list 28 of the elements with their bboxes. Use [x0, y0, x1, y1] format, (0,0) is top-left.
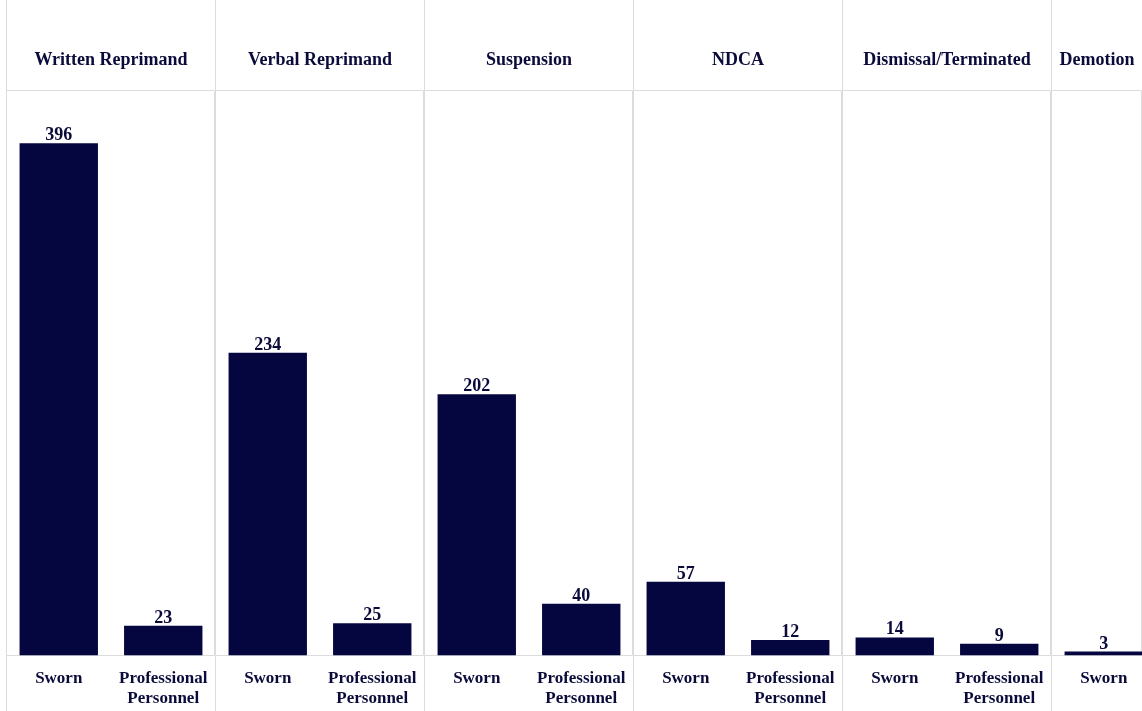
x-tick-label: Sworn: [871, 667, 919, 687]
x-tick-label: Sworn: [1080, 667, 1128, 687]
data-label: 14: [885, 618, 904, 639]
x-tick-label: Professional Personnel: [119, 667, 208, 708]
chart-title: NDCA: [712, 48, 764, 69]
data-label: 202: [463, 375, 491, 396]
chart-title: Verbal Reprimand: [248, 48, 392, 69]
x-tick-label: Professional Personnel: [746, 667, 835, 708]
data-label: 396: [45, 124, 73, 145]
x-tick-label: Sworn: [244, 667, 292, 687]
data-label: 57: [676, 562, 695, 583]
data-label: 3: [1099, 632, 1109, 653]
data-label: 12: [781, 620, 800, 641]
chart-title: Written Reprimand: [34, 48, 188, 69]
data-label: 23: [154, 606, 173, 627]
data-label: 9: [994, 624, 1004, 645]
chart-title: Demotion: [1059, 48, 1135, 69]
x-tick-label: Sworn: [662, 667, 710, 687]
x-tick-label: Professional Personnel: [537, 667, 626, 708]
x-tick-label: Sworn: [453, 667, 501, 687]
x-tick-label: Professional Personnel: [328, 667, 417, 708]
x-tick-label: Sworn: [35, 667, 83, 687]
x-tick-label: Professional Personnel: [955, 667, 1044, 708]
data-label: 234: [254, 333, 282, 354]
data-label: 40: [572, 584, 591, 605]
chart-title: Suspension: [485, 48, 573, 69]
chart-title: Dismissal/Terminated: [863, 48, 1031, 69]
data-label: 25: [363, 604, 382, 625]
